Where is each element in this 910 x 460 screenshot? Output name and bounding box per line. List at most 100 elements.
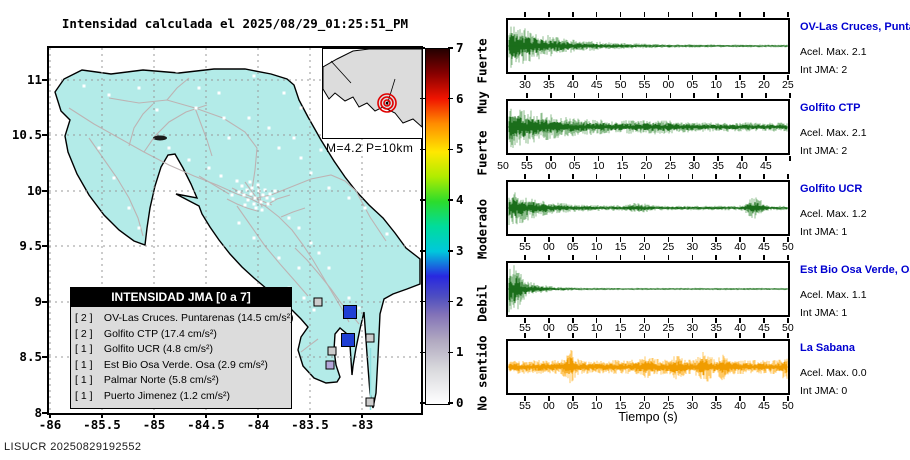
station-dot [252,236,256,240]
station-accel-max: Acel. Max. 1.2 [800,208,867,220]
station-dot [197,86,201,90]
panel-bottom-tick [715,318,717,323]
panel-top-tick [619,255,622,260]
road-line [236,205,309,297]
x-axis-tick [153,413,155,418]
panel-bottom-tick [763,75,765,80]
panel-time-tick-label: 30 [686,400,699,412]
panel-top-tick [787,255,789,260]
station-dot [127,206,131,210]
panel-top-tick [691,174,694,179]
panel-time-tick-label: 45 [760,160,772,172]
x-axis-tick-label: -86 [38,417,62,432]
station-dot [248,180,252,184]
panel-bottom-tick [572,75,574,80]
panel-bottom-tick [691,318,694,323]
panel-bottom-tick [548,318,550,323]
panel-top-tick [667,12,670,17]
waveform-trace [508,108,788,148]
event-magnitude-depth: M=4.2 P=10km [326,141,414,155]
panel-bottom-tick [739,237,741,242]
epicenter-ring [377,93,397,113]
panel-time-tick-label: 20 [638,241,651,253]
panel-bottom-tick [643,75,646,80]
station-dot [268,192,272,196]
panel-bottom-tick [572,396,574,401]
station-dot [357,306,361,310]
station-int-jma: Int JMA: 0 [800,385,848,397]
station-int-jma: Int JMA: 2 [800,145,848,157]
legend-item-label: Palmar Norte (5.8 cm/s²) [101,374,219,387]
panel-bottom-tick [763,318,765,323]
panel-top-tick [789,93,791,98]
colorbar-tick [420,97,425,100]
waveform-trace [508,350,788,384]
region-inset-map [322,48,423,139]
road-line [143,104,208,153]
station-dot [254,206,258,210]
y-axis-tick-label: 8.5 [19,349,42,364]
panel-top-tick [667,333,670,338]
panel-time-tick-label: 00 [544,160,557,172]
panel-top-tick [643,333,646,338]
intensity2-marker [343,305,357,319]
panel-bottom-tick [739,318,741,323]
station-dot [265,196,269,200]
station-int-jma: Int JMA: 2 [800,64,848,76]
panel-bottom-tick [595,75,598,80]
panel-time-tick-label: 50 [782,400,794,412]
y-axis-tick [42,79,47,81]
panel-top-tick [595,333,598,338]
x-axis-tick [205,413,207,418]
colorbar-tick [420,351,425,354]
panel-top-tick [548,12,550,17]
panel-top-tick [524,174,526,179]
station-dot [252,74,256,78]
legend-item-intensity: [ 1 ] [75,389,93,402]
legend-item-label: Golfito UCR (4.8 cm/s²) [101,343,214,356]
station-dot [97,146,101,150]
panel-top-tick [597,93,600,98]
panel-bottom-tick [669,156,672,161]
seismogram-panel [506,261,790,317]
panel-bottom-tick [619,396,622,401]
station-dot [246,198,250,202]
panel-top-tick [621,93,624,98]
seismogram-panel [506,180,790,236]
station-dot [282,91,286,95]
panel-bottom-tick [524,75,526,80]
x-axis-tick [101,413,103,418]
panel-top-tick [763,12,765,17]
panel-top-tick [763,174,765,179]
intensity1-marker [325,360,335,370]
panel-bottom-tick [787,237,789,242]
colorbar-tick [420,148,425,151]
x-axis-tick [257,413,259,418]
station-dot [317,251,321,255]
y-axis-tick-label: 8 [34,405,42,420]
panel-top-tick [572,174,574,179]
panel-top-tick [550,93,552,98]
station-dot [347,296,351,300]
waveform-trace [508,26,788,68]
panel-bottom-tick [693,156,695,161]
panel-time-tick-label: 10 [590,241,603,253]
station-dot [155,108,159,112]
panel-bottom-tick [550,156,552,161]
panel-top-tick [715,255,717,260]
panel-time-tick-label: 15 [614,241,627,253]
epicenter-ring [383,99,391,107]
x-axis-tick-label: -84 [246,417,270,432]
colorbar-tick [420,402,425,404]
panel-time-tick-label: 00 [543,241,555,253]
station-dot [235,179,239,183]
panel-bottom-tick [739,75,741,80]
legend-item-label: OV-Las Cruces. Puntarenas (14.5 cm/s²) [101,312,294,324]
station-dot [237,190,241,194]
panel-bottom-tick [548,237,550,242]
y-axis-tick-label: 11 [26,72,42,87]
panel-time-tick-label: 00 [543,322,555,334]
panel-top-tick [741,93,743,98]
panel-top-tick [643,255,646,260]
